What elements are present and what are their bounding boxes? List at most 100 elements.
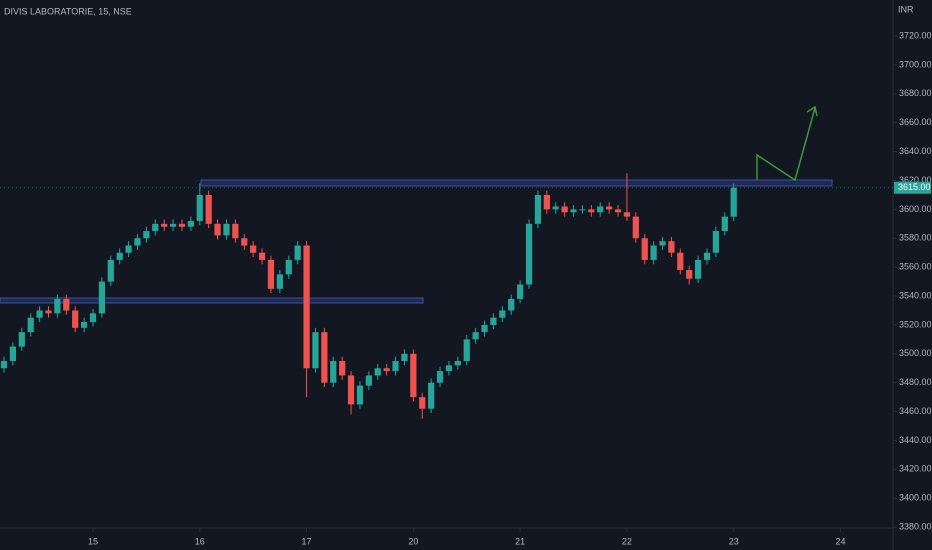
candle-body <box>285 259 292 275</box>
candle-body <box>730 187 737 217</box>
candle-body <box>9 346 17 362</box>
last-price-label: 3615.00 <box>898 182 931 192</box>
y-tick-label: 3480.00 <box>899 377 932 387</box>
candle-body <box>721 216 728 232</box>
y-tick-label: 3400.00 <box>899 493 932 503</box>
x-tick-label: 23 <box>729 536 739 546</box>
candle-body <box>321 332 328 383</box>
candle-body <box>543 194 550 210</box>
candle-body <box>579 209 586 211</box>
candle-body <box>632 216 639 239</box>
candle-body <box>169 223 177 227</box>
candle-body <box>614 209 622 213</box>
candle-body <box>312 332 319 369</box>
candle-body <box>303 245 310 369</box>
candle-body <box>419 397 426 409</box>
y-tick-label: 3440.00 <box>899 435 932 445</box>
candle-body <box>677 252 684 271</box>
last-price-badge <box>894 181 931 194</box>
candle-body <box>668 241 675 253</box>
candle-body <box>72 310 79 328</box>
candle-body <box>570 209 577 213</box>
candle-body <box>116 252 123 260</box>
y-tick-label: 3460.00 <box>899 406 932 416</box>
candle-body <box>125 245 132 253</box>
y-tick-label: 3620.00 <box>899 175 932 185</box>
candle-body <box>27 317 34 333</box>
candle-body <box>695 259 702 279</box>
x-tick-label: 21 <box>515 536 525 546</box>
candle-body <box>276 274 283 289</box>
candle-body <box>472 332 479 340</box>
candle-body <box>134 238 141 246</box>
candle-body <box>374 368 381 376</box>
candle-body <box>392 361 399 372</box>
y-tick-label: 3700.00 <box>899 59 932 69</box>
support-zone <box>0 297 424 304</box>
y-tick-label: 3540.00 <box>899 290 932 300</box>
candle-body <box>481 324 488 333</box>
y-tick-label: 3600.00 <box>899 204 932 214</box>
candle-body <box>606 206 613 210</box>
x-tick-label: 15 <box>88 536 98 546</box>
projection-arrow <box>756 107 816 182</box>
candle-body <box>561 206 568 213</box>
candle-body <box>178 223 186 227</box>
candle-body <box>712 231 720 253</box>
candle-body <box>347 375 355 405</box>
currency-label: INR <box>898 4 914 14</box>
x-tick-label: 17 <box>302 536 312 546</box>
y-tick-label: 3720.00 <box>899 30 932 40</box>
candle-body <box>196 194 203 221</box>
candle-body <box>623 212 631 217</box>
candle-body <box>214 223 221 236</box>
candle-body <box>143 231 150 239</box>
resistance-zone <box>200 179 833 187</box>
x-tick-label: 24 <box>835 536 845 546</box>
y-tick-label: 3680.00 <box>899 88 932 98</box>
y-tick-label: 3520.00 <box>899 319 932 329</box>
candle-body <box>89 313 97 323</box>
candle-body <box>410 353 417 398</box>
candle-body <box>330 361 337 383</box>
candle-body <box>54 298 61 314</box>
candle-body <box>454 361 461 366</box>
candle-body <box>152 223 159 232</box>
candle-body <box>650 245 657 260</box>
arrow-head <box>806 105 818 117</box>
candle-body <box>490 317 497 325</box>
candle-body <box>205 194 212 224</box>
candle-body <box>588 209 595 213</box>
candle-body <box>98 281 106 314</box>
candle-body <box>499 310 506 318</box>
candle-body <box>445 365 453 372</box>
candle-body <box>401 353 408 362</box>
candle-body <box>428 382 435 409</box>
candle-body <box>161 223 168 227</box>
candle-body <box>267 259 275 289</box>
y-tick-label: 3420.00 <box>899 464 932 474</box>
candle-body <box>18 332 25 347</box>
candle-body <box>223 223 230 236</box>
candle-body <box>463 339 470 362</box>
x-tick-label: 16 <box>195 536 205 546</box>
candle-body <box>232 223 239 239</box>
candle-body <box>258 252 266 260</box>
y-tick-label: 3380.00 <box>899 521 932 531</box>
candle-body <box>552 206 559 210</box>
candle-body <box>294 245 301 260</box>
candle-body <box>187 220 194 227</box>
candle-body <box>534 194 542 224</box>
y-tick-label: 3660.00 <box>899 117 932 127</box>
candle-body <box>356 385 364 405</box>
candle-body <box>339 361 346 376</box>
candle-body <box>686 270 693 279</box>
candle-body <box>436 371 444 383</box>
candle-body <box>383 368 390 372</box>
candle-body <box>525 223 533 285</box>
candle-body <box>597 206 604 213</box>
x-tick-label: 22 <box>622 536 632 546</box>
